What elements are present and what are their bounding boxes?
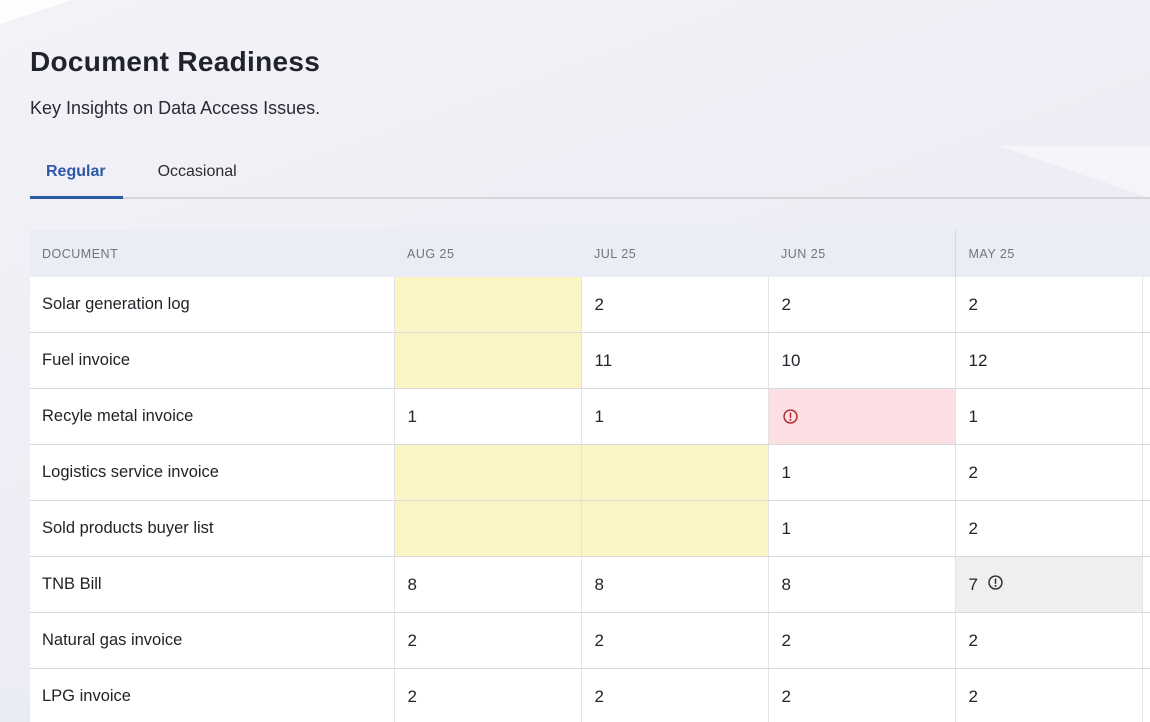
document-name-cell: Sold products buyer list <box>30 500 394 557</box>
table-row: Logistics service invoice 1 2 <box>30 444 1150 501</box>
count-cell: 2 <box>954 612 1142 669</box>
missing-document-cell[interactable] <box>580 500 768 557</box>
count-cell: 1 <box>580 388 768 445</box>
column-header-document: DOCUMENT <box>30 230 394 277</box>
warning-cell[interactable]: 7 <box>954 556 1142 613</box>
missing-document-cell[interactable] <box>393 332 581 389</box>
table-row: Solar generation log 2 2 2 <box>30 277 1150 333</box>
table-header: DOCUMENT AUG 25 JUL 25 JUN 25 MAY 25 <box>30 230 1150 277</box>
count-cell: 2 <box>393 668 581 722</box>
count-cell: 1 <box>767 500 955 557</box>
document-name-cell: Logistics service invoice <box>30 444 394 501</box>
clipped-column-cell <box>1141 332 1150 389</box>
count-cell: 8 <box>767 556 955 613</box>
missing-document-cell[interactable] <box>393 444 581 501</box>
count-cell: 11 <box>580 332 768 389</box>
alert-cell[interactable] <box>767 388 955 445</box>
corner-decoration-top-left <box>0 0 72 24</box>
clipped-column-cell <box>1141 277 1150 333</box>
table-row: LPG invoice 2 2 2 2 <box>30 668 1150 722</box>
count-cell: 8 <box>580 556 768 613</box>
column-header-jul25: JUL 25 <box>581 230 768 277</box>
document-readiness-table: DOCUMENT AUG 25 JUL 25 JUN 25 MAY 25 Sol… <box>30 230 1150 722</box>
count-cell: 8 <box>393 556 581 613</box>
column-header-aug25: AUG 25 <box>394 230 581 277</box>
missing-document-cell[interactable] <box>393 500 581 557</box>
count-cell: 1 <box>767 444 955 501</box>
count-cell: 2 <box>580 668 768 722</box>
table-row: Recyle metal invoice 1 1 1 <box>30 388 1150 445</box>
missing-document-cell[interactable] <box>393 277 581 333</box>
missing-document-cell[interactable] <box>580 444 768 501</box>
page-subtitle: Key Insights on Data Access Issues. <box>30 98 321 118</box>
count-cell: 2 <box>954 668 1142 722</box>
count-cell: 10 <box>767 332 955 389</box>
count-cell: 12 <box>954 332 1142 389</box>
alert-circle-icon[interactable] <box>782 408 799 425</box>
document-name-cell: Natural gas invoice <box>30 612 394 669</box>
column-header-clipped <box>1142 230 1150 277</box>
document-name-cell: Fuel invoice <box>30 332 394 389</box>
count-cell: 2 <box>580 277 768 333</box>
table-row: Sold products buyer list 1 2 <box>30 500 1150 557</box>
table-row: TNB Bill 8 8 8 7 <box>30 556 1150 613</box>
count-cell: 2 <box>954 277 1142 333</box>
document-name-cell: TNB Bill <box>30 556 394 613</box>
count-cell: 1 <box>954 388 1142 445</box>
page-title: Document Readiness <box>30 46 321 77</box>
document-name-cell: Recyle metal invoice <box>30 388 394 445</box>
clipped-column-cell <box>1141 500 1150 557</box>
clipped-column-cell <box>1141 444 1150 501</box>
count-cell: 1 <box>393 388 581 445</box>
count-cell: 2 <box>954 500 1142 557</box>
column-header-may25: MAY 25 <box>954 230 1142 277</box>
table-body: Solar generation log 2 2 2 Fuel invoice 11 10 1… <box>30 277 1150 722</box>
count-cell: 2 <box>954 444 1142 501</box>
clipped-column-cell <box>1141 612 1150 669</box>
column-header-jun25: JUN 25 <box>768 230 955 277</box>
table-row: Natural gas invoice 2 2 2 2 <box>30 612 1150 669</box>
table-row: Fuel invoice 11 10 12 <box>30 332 1150 389</box>
count-cell: 2 <box>767 277 955 333</box>
count-cell: 2 <box>767 668 955 722</box>
tab-regular[interactable]: Regular <box>30 161 123 199</box>
alert-circle-icon[interactable] <box>987 574 1004 591</box>
tab-occasional[interactable]: Occasional <box>157 163 237 180</box>
clipped-column-cell <box>1141 556 1150 613</box>
document-name-cell: LPG invoice <box>30 668 394 722</box>
tab-bar: Regular Occasional <box>30 161 1150 199</box>
clipped-column-cell <box>1141 388 1150 445</box>
clipped-column-cell <box>1141 668 1150 722</box>
count-cell: 2 <box>767 612 955 669</box>
count-cell: 2 <box>580 612 768 669</box>
count-value: 7 <box>968 574 978 594</box>
count-cell: 2 <box>393 612 581 669</box>
readiness-table: DOCUMENT AUG 25 JUL 25 JUN 25 MAY 25 Sol… <box>30 230 1150 722</box>
document-name-cell: Solar generation log <box>30 277 394 333</box>
